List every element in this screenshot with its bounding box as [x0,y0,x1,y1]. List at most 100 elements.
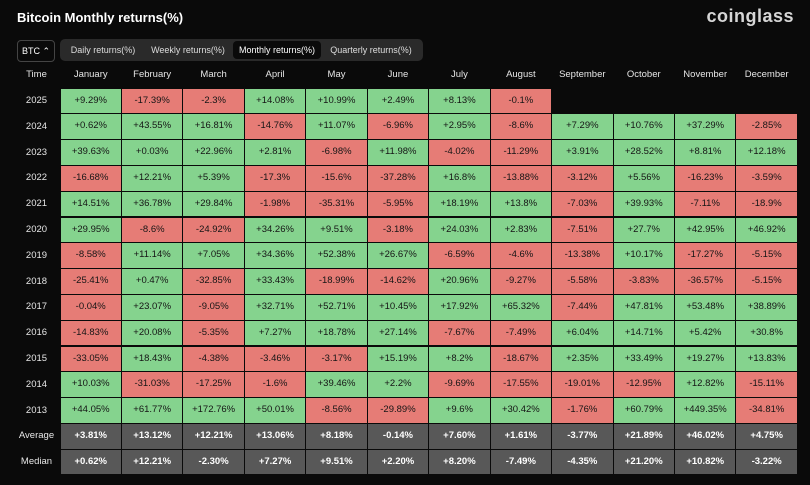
return-cell: -8.58% [60,243,121,269]
column-header: June [387,69,409,80]
summary-cell: +3.81% [60,423,121,449]
return-cell: +20.08% [121,320,183,346]
return-cell: -31.03% [121,372,183,398]
tab[interactable]: Daily returns(%) [70,45,136,55]
title: Bitcoin Monthly returns(%) [17,10,184,25]
return-cell: -12.95% [613,372,674,398]
return-cell: +34.36% [244,243,306,269]
return-cell: -32.85% [183,269,244,294]
return-cell: +13.83% [736,346,797,372]
return-cell: -17.39% [121,88,183,114]
return-cell: +11.14% [121,243,183,269]
return-cell: +2.83% [490,217,552,243]
summary-cell: +12.21% [121,449,183,475]
return-cell: +10.03% [60,372,121,398]
return-cell: -36.57% [675,269,736,294]
return-cell: +13.8% [490,191,552,217]
return-cell: -7.03% [552,191,613,217]
return-cell: +20.96% [429,269,490,294]
return-cell: +30.8% [736,320,797,346]
return-cell: -7.51% [552,217,613,243]
return-cell: +2.81% [244,140,306,165]
return-cell: -3.12% [552,165,613,191]
return-cell: +28.52% [613,140,674,165]
return-cell: -5.95% [367,191,429,217]
return-cell: -5.35% [183,320,244,346]
summary-cell: -7.49% [490,449,552,475]
tab[interactable]: Weekly returns(%) [151,45,225,55]
return-cell: +47.81% [613,294,674,320]
return-cell: -3.18% [367,217,429,243]
return-cell: -19.01% [552,372,613,398]
column-header: May [327,69,346,80]
return-cell: +12.18% [736,140,797,165]
column-header: February [133,69,172,80]
return-cell: -4.38% [183,346,244,372]
return-cell: -37.28% [367,165,429,191]
return-cell: -24.92% [183,217,244,243]
return-cell: -2.3% [183,88,244,114]
summary-cell: +46.02% [675,423,736,449]
brand: coinglass [706,6,794,26]
row-label: 2013 [25,404,48,416]
return-cell: +52.71% [306,294,367,320]
tab-group: Daily returns(%) Weekly returns(%) Month… [60,39,423,61]
asset-select[interactable]: BTC ⌃ [17,40,55,62]
return-cell: +9.51% [306,217,367,243]
summary-cell: -0.14% [367,423,429,449]
return-cell: -8.6% [490,114,552,140]
row-label: 2019 [25,249,48,261]
row-label: 2017 [25,301,48,313]
return-cell: +27.7% [613,217,674,243]
return-cell: -8.6% [121,217,183,243]
return-cell: +16.81% [183,114,244,140]
column-header: October [626,69,661,80]
return-cell: +33.43% [244,269,306,294]
summary-cell: +12.21% [183,423,244,449]
return-cell: -14.76% [244,114,306,140]
return-cell: +37.29% [675,114,736,140]
row-label: 2015 [25,353,48,364]
summary-cell: -3.77% [552,423,613,449]
return-cell: +10.76% [613,114,674,140]
column-header: September [559,69,606,80]
return-cell: +17.92% [429,294,490,320]
return-cell: +7.29% [552,114,613,140]
return-cell: -3.17% [306,346,367,372]
return-cell: -7.49% [490,320,552,346]
row-label: Average [18,430,55,442]
return-cell: -3.59% [736,165,797,191]
return-cell: +14.51% [60,191,121,217]
return-cell: +11.07% [306,114,367,140]
return-cell: +29.95% [60,217,121,243]
return-cell: +22.96% [183,140,244,165]
return-cell: -17.55% [490,372,552,398]
return-cell: +53.48% [675,294,736,320]
return-cell: -5.15% [736,269,797,294]
row-label: 2020 [25,224,48,235]
return-cell: +7.27% [244,320,306,346]
return-cell: +14.71% [613,320,674,346]
return-cell: -1.6% [244,372,306,398]
return-cell: +24.03% [429,217,490,243]
return-cell: -3.46% [244,346,306,372]
summary-cell: +7.60% [429,423,490,449]
tab[interactable]: Quarterly returns(%) [330,45,412,55]
return-cell: +15.19% [367,346,429,372]
return-cell: -4.6% [490,243,552,269]
return-cell: +8.81% [675,140,736,165]
return-cell: -35.31% [306,191,367,217]
return-cell: +65.32% [490,294,552,320]
return-cell: -6.96% [367,114,429,140]
tab-active[interactable]: Monthly returns(%) [233,41,321,59]
return-cell: +0.03% [121,140,183,165]
summary-cell: +9.51% [306,449,367,475]
return-cell: -4.02% [429,140,490,165]
return-cell: +32.71% [244,294,306,320]
return-cell: +2.2% [367,372,429,398]
return-cell: +23.07% [121,294,183,320]
return-cell: +36.78% [121,191,183,217]
return-cell: +52.38% [306,243,367,269]
return-cell: +10.99% [306,88,367,114]
return-cell: +2.95% [429,114,490,140]
